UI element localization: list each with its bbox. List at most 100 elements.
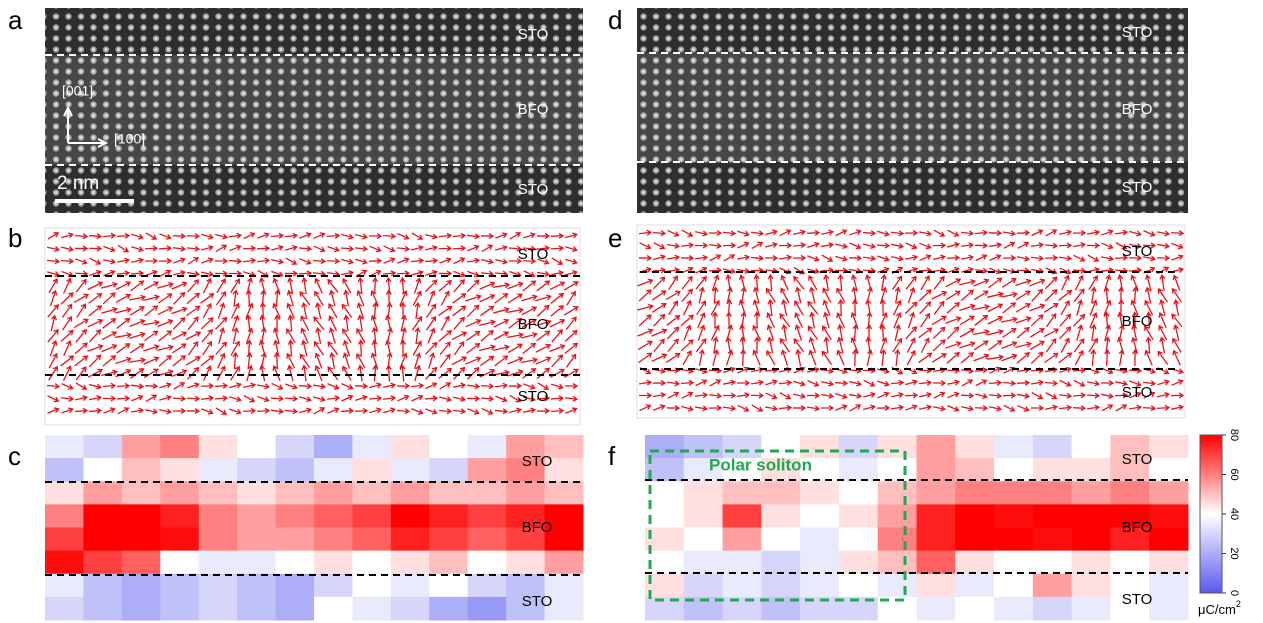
arrow (128, 357, 147, 364)
heat-cell (160, 550, 200, 575)
heat-cell (838, 527, 879, 552)
arrow (1130, 274, 1139, 291)
heat-cell (160, 481, 200, 505)
arrow (47, 303, 59, 318)
arrow (933, 300, 945, 315)
arrow (945, 278, 962, 288)
arrow (522, 368, 537, 379)
arrow (906, 337, 916, 353)
heat-cell (1071, 596, 1111, 621)
heat-cell (83, 596, 123, 621)
arrow (88, 395, 103, 401)
arrow (987, 291, 1004, 298)
arrow (1043, 328, 1060, 338)
arrow (399, 276, 406, 295)
arrow (1131, 311, 1138, 329)
arrow (1016, 352, 1031, 364)
heat-cell (45, 481, 84, 505)
arrow (918, 379, 933, 386)
arrow (667, 391, 680, 399)
heat-cell (237, 458, 277, 482)
arrow (493, 344, 510, 352)
arrow (862, 255, 877, 262)
arrow (75, 382, 88, 390)
heat-cell (683, 573, 724, 598)
heat-cell (761, 573, 801, 598)
arrow (1002, 302, 1017, 314)
heat-cell (121, 504, 161, 528)
arrow (453, 316, 466, 330)
heat-cell (683, 527, 724, 552)
arrow (1156, 255, 1171, 262)
arrow (256, 407, 271, 414)
arrow (284, 270, 299, 277)
arrow (695, 338, 707, 353)
arrow (355, 258, 368, 265)
arrow (1086, 229, 1101, 236)
arrow (765, 392, 778, 400)
arrow (933, 391, 946, 399)
colorbar-tick-label: 60 (1228, 468, 1240, 480)
arrow (565, 269, 579, 276)
arrow (314, 277, 323, 294)
heat-cell (160, 435, 200, 459)
heat-cell (390, 458, 430, 482)
arrow (143, 319, 161, 326)
arrow (399, 339, 407, 357)
arrow (722, 230, 737, 237)
arrow (172, 233, 187, 240)
arrow (536, 407, 551, 415)
arrow (904, 392, 919, 399)
arrow (740, 286, 747, 304)
arrow (354, 245, 369, 252)
arrow (1001, 278, 1017, 288)
heat-cell (390, 573, 430, 598)
arrow (285, 257, 298, 265)
arrow (1002, 254, 1017, 261)
arrow (877, 380, 890, 387)
arrow (414, 364, 422, 382)
arrow (822, 287, 832, 303)
arrow (117, 407, 130, 415)
heat-cell (160, 527, 200, 552)
arrow (737, 404, 750, 412)
arrow (88, 245, 103, 252)
arrow (876, 242, 891, 249)
arrow (466, 304, 480, 318)
arrow (708, 392, 723, 399)
arrow (974, 367, 989, 374)
arrow (200, 355, 215, 367)
arrow (144, 408, 159, 415)
arrow (1129, 230, 1142, 237)
arrow (342, 277, 352, 294)
heat-cell (314, 550, 353, 575)
arrow (1016, 392, 1031, 399)
arrow (466, 343, 481, 354)
arrow (187, 382, 200, 389)
arrow (890, 230, 905, 237)
arrow (357, 339, 364, 357)
heat-cell (390, 527, 430, 552)
arrow (767, 336, 774, 354)
arrow (256, 245, 271, 252)
arrow (766, 324, 775, 341)
arrow (918, 352, 933, 364)
heat-cell (198, 481, 238, 505)
arrow (1058, 289, 1073, 301)
heat-cell (838, 596, 879, 621)
arrow (792, 404, 807, 412)
arrow (565, 353, 577, 368)
arrow (725, 349, 734, 366)
heat-cell (314, 596, 353, 621)
heat-cell (506, 504, 546, 528)
arrow (342, 328, 352, 344)
layer-label: STO (1122, 451, 1153, 468)
arrow (722, 379, 737, 386)
arrow (300, 327, 309, 344)
arrow (270, 395, 285, 402)
arrow (1090, 286, 1097, 304)
arrow (767, 298, 774, 317)
arrow (1017, 241, 1030, 249)
arrow (1114, 254, 1129, 261)
